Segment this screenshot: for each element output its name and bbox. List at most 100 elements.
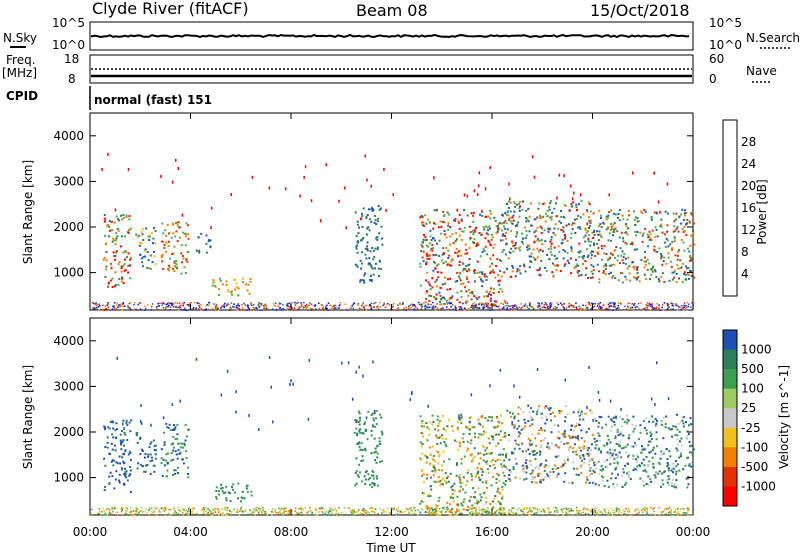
data-cell bbox=[535, 444, 538, 447]
data-cell bbox=[531, 418, 534, 421]
data-cell bbox=[452, 242, 455, 244]
ground-cell bbox=[670, 509, 673, 511]
ground-cell bbox=[228, 304, 230, 306]
ground-cell bbox=[286, 309, 289, 311]
data-cell bbox=[473, 308, 475, 311]
data-cell bbox=[505, 222, 508, 225]
ground-cell bbox=[583, 507, 585, 509]
data-cell bbox=[114, 243, 117, 246]
ground-cell bbox=[653, 307, 656, 310]
data-cell bbox=[481, 415, 484, 418]
data-cell bbox=[466, 214, 469, 217]
data-cell bbox=[489, 209, 492, 212]
data-cell bbox=[495, 232, 498, 235]
ground-cell bbox=[97, 512, 99, 515]
data-cell bbox=[355, 482, 358, 485]
data-cell bbox=[187, 428, 190, 431]
data-cell bbox=[597, 432, 600, 435]
ground-cell bbox=[150, 306, 153, 308]
data-cell bbox=[606, 227, 609, 230]
ground-cell bbox=[281, 309, 284, 311]
ground-cell bbox=[683, 302, 686, 304]
ground-cell bbox=[373, 512, 376, 514]
ground-cell bbox=[197, 304, 200, 307]
data-cell bbox=[185, 450, 188, 453]
ground-cell bbox=[582, 508, 585, 511]
data-cell bbox=[116, 227, 119, 230]
data-cell bbox=[588, 227, 590, 229]
data-cell bbox=[419, 511, 422, 514]
data-cell bbox=[471, 292, 474, 295]
data-cell bbox=[483, 249, 486, 252]
data-cell bbox=[628, 470, 631, 473]
data-cell bbox=[661, 479, 664, 482]
ground-cell bbox=[301, 305, 303, 308]
data-cell bbox=[681, 281, 684, 284]
data-cell bbox=[471, 504, 474, 507]
ground-cell bbox=[634, 509, 636, 512]
ground-cell bbox=[172, 305, 174, 308]
ground-cell bbox=[523, 305, 525, 307]
ground-cell bbox=[108, 511, 111, 514]
data-cell bbox=[560, 228, 563, 231]
ground-cell bbox=[327, 511, 330, 513]
ground-cell bbox=[315, 508, 317, 511]
data-cell bbox=[525, 471, 528, 474]
data-cell bbox=[537, 432, 540, 435]
data-cell bbox=[427, 254, 429, 257]
sparse-cell bbox=[341, 361, 343, 365]
data-cell bbox=[366, 249, 369, 252]
data-cell bbox=[563, 480, 566, 483]
ground-cell bbox=[474, 512, 477, 514]
ground-cell bbox=[688, 303, 690, 305]
data-cell bbox=[548, 206, 551, 209]
data-cell bbox=[593, 481, 596, 484]
data-cell bbox=[593, 234, 596, 236]
data-cell bbox=[163, 443, 166, 446]
ground-cell bbox=[427, 512, 430, 514]
ground-cell bbox=[671, 304, 674, 307]
ground-cell bbox=[676, 309, 679, 311]
data-cell bbox=[379, 460, 382, 463]
data-cell bbox=[456, 440, 459, 443]
ground-cell bbox=[164, 514, 167, 516]
velocity-panel bbox=[89, 317, 694, 516]
data-cell bbox=[114, 239, 117, 242]
ground-cell bbox=[104, 305, 107, 307]
data-cell bbox=[660, 472, 663, 475]
ground-cell bbox=[320, 304, 322, 306]
data-cell bbox=[108, 452, 111, 455]
ground-cell bbox=[636, 306, 638, 308]
ground-cell bbox=[202, 508, 204, 511]
data-cell bbox=[525, 217, 528, 219]
ground-cell bbox=[334, 304, 337, 307]
data-cell bbox=[615, 246, 618, 248]
data-cell bbox=[113, 221, 116, 224]
ground-cell bbox=[211, 513, 213, 515]
data-cell bbox=[135, 432, 138, 435]
data-cell bbox=[625, 225, 628, 228]
data-cell bbox=[502, 249, 505, 252]
ground-cell bbox=[136, 309, 138, 311]
data-cell bbox=[663, 451, 666, 454]
data-cell bbox=[513, 415, 516, 418]
data-cell bbox=[690, 465, 693, 468]
ground-cell bbox=[280, 509, 282, 511]
ground-cell bbox=[682, 512, 685, 514]
ground-cell bbox=[250, 304, 253, 307]
ground-cell bbox=[522, 511, 525, 513]
ground-cell bbox=[577, 510, 580, 512]
ground-cell bbox=[540, 510, 543, 513]
data-cell bbox=[655, 431, 658, 434]
data-cell bbox=[613, 486, 616, 489]
ground-cell bbox=[229, 306, 232, 309]
data-cell bbox=[510, 415, 513, 418]
colorbar-swatch bbox=[723, 330, 737, 351]
ground-cell bbox=[137, 508, 139, 510]
sparse-cell bbox=[620, 407, 622, 411]
data-cell bbox=[582, 455, 585, 458]
data-cell bbox=[115, 251, 117, 254]
data-cell bbox=[468, 421, 471, 424]
data-cell bbox=[376, 456, 379, 459]
data-cell bbox=[487, 437, 490, 440]
